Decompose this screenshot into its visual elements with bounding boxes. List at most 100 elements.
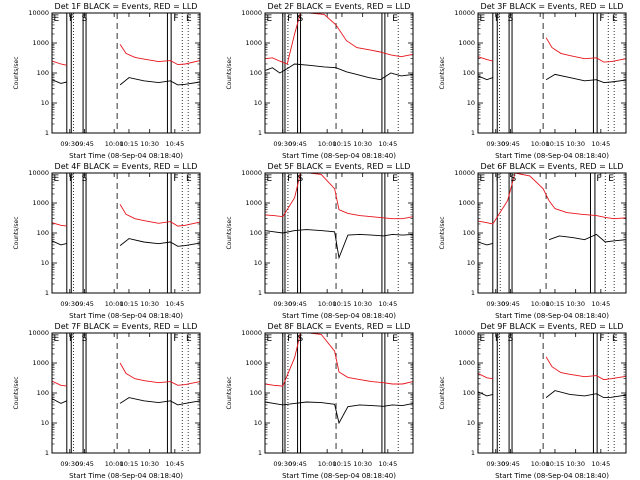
x-tick-label: 10:45 xyxy=(378,300,397,308)
chart-svg: Det 4F BLACK = Events, RED = LLD Counts/s… xyxy=(13,162,201,320)
chart-title: Det 4F BLACK = Events, RED = LLD xyxy=(55,162,198,171)
y-tick-label: 1000 xyxy=(458,359,475,367)
chart-title: Det 1F BLACK = Events, RED = LLD xyxy=(55,2,198,11)
y-tick-label: 10000 xyxy=(241,169,262,177)
event-marker-label: S xyxy=(508,14,514,24)
y-tick-label: 1000 xyxy=(32,359,49,367)
series-line-lld xyxy=(477,37,627,63)
x-tick-label: 09:30 xyxy=(273,460,292,468)
x-tick-label: 10:00 xyxy=(531,140,550,148)
y-tick-label: 1 xyxy=(258,449,262,457)
y-tick-label: 10000 xyxy=(241,329,262,337)
y-tick-label: 10000 xyxy=(28,329,49,337)
x-tick-label: 10:45 xyxy=(165,300,184,308)
event-marker-label: F xyxy=(496,174,501,184)
x-tick-label: 09:45 xyxy=(75,140,94,148)
series-line-lld xyxy=(51,362,201,387)
x-tick-label: 09:30 xyxy=(60,140,79,148)
event-marker-label: F xyxy=(599,14,604,24)
chart-svg: Det 2F BLACK = Events, RED = LLD Counts/s… xyxy=(226,2,414,160)
event-marker-label: E xyxy=(612,334,618,344)
plot-frame xyxy=(477,332,627,454)
x-tick-label: 10:15 xyxy=(333,300,352,308)
x-tick-label: 10:00 xyxy=(318,140,337,148)
y-axis-label: Counts/sec xyxy=(13,216,20,249)
event-marker-label: F xyxy=(287,334,292,344)
chart-title: Det 5F BLACK = Events, RED = LLD xyxy=(268,162,411,171)
event-marker-label: E xyxy=(186,334,192,344)
y-tick-label: 10 xyxy=(254,259,262,267)
x-axis-label: Start Time (08-Sep-04 08:18:40) xyxy=(282,152,396,160)
y-tick-label: 10 xyxy=(254,99,262,107)
event-marker-label: F xyxy=(596,174,601,184)
event-marker-label: S xyxy=(298,174,304,184)
event-marker-label: E xyxy=(392,14,398,24)
y-tick-label: 1000 xyxy=(458,199,475,207)
x-tick-label: 09:45 xyxy=(288,300,307,308)
x-tick-label: 09:45 xyxy=(288,460,307,468)
event-marker-label: S xyxy=(511,174,517,184)
event-marker-label: E xyxy=(608,174,614,184)
event-marker-label: E xyxy=(266,334,272,344)
y-tick-label: 1 xyxy=(45,129,49,137)
series-line-lld xyxy=(51,204,201,227)
y-tick-label: 10 xyxy=(41,419,49,427)
series-line-lld xyxy=(264,172,414,220)
x-tick-label: 10:15 xyxy=(120,460,139,468)
x-tick-label: 10:00 xyxy=(531,300,550,308)
event-marker-label: F xyxy=(287,14,292,24)
event-marker-label: S xyxy=(82,174,88,184)
y-axis-label: Counts/sec xyxy=(439,376,446,409)
x-tick-label: 10:30 xyxy=(353,140,372,148)
event-marker-label: E xyxy=(186,14,192,24)
x-tick-label: 10:30 xyxy=(140,460,159,468)
y-tick-label: 1 xyxy=(45,289,49,297)
y-tick-label: 1 xyxy=(471,289,475,297)
y-tick-label: 1000 xyxy=(32,39,49,47)
x-tick-label: 10:15 xyxy=(120,140,139,148)
y-tick-label: 100 xyxy=(463,69,475,77)
x-tick-label: 10:45 xyxy=(165,140,184,148)
x-tick-label: 10:15 xyxy=(120,300,139,308)
x-tick-label: 10:00 xyxy=(318,460,337,468)
chart-svg: Det 5F BLACK = Events, RED = LLD Counts/s… xyxy=(226,162,414,320)
x-tick-label: 10:30 xyxy=(566,300,585,308)
y-tick-label: 10000 xyxy=(28,9,49,17)
y-tick-label: 100 xyxy=(37,69,49,77)
x-tick-label: 09:45 xyxy=(75,460,94,468)
x-tick-label: 09:45 xyxy=(75,300,94,308)
detector-panel-1: Det 1F BLACK = Events, RED = LLD Counts/s… xyxy=(0,0,213,160)
y-tick-label: 1 xyxy=(45,449,49,457)
x-tick-label: 09:30 xyxy=(486,460,505,468)
event-marker-label: E xyxy=(612,14,618,24)
x-tick-label: 09:30 xyxy=(273,300,292,308)
y-axis-label: Counts/sec xyxy=(439,216,446,249)
x-tick-label: 10:15 xyxy=(546,460,565,468)
chart-svg: Det 6F BLACK = Events, RED = LLD Counts/s… xyxy=(439,162,627,320)
series-line-events xyxy=(264,63,414,81)
y-axis-label: Counts/sec xyxy=(13,56,20,89)
y-tick-label: 100 xyxy=(250,389,262,397)
y-tick-label: 10 xyxy=(254,419,262,427)
y-tick-label: 1000 xyxy=(245,359,262,367)
x-tick-label: 10:00 xyxy=(105,300,124,308)
x-tick-label: 10:30 xyxy=(140,300,159,308)
y-tick-label: 100 xyxy=(250,69,262,77)
y-tick-label: 1 xyxy=(258,289,262,297)
y-tick-label: 1000 xyxy=(245,199,262,207)
detector-panel-2: Det 2F BLACK = Events, RED = LLD Counts/s… xyxy=(213,0,426,160)
x-axis-label: Start Time (08-Sep-04 08:18:40) xyxy=(495,472,609,480)
series-line-lld xyxy=(264,12,414,65)
x-tick-label: 10:00 xyxy=(318,300,337,308)
series-line-events xyxy=(264,229,414,260)
y-tick-label: 10 xyxy=(467,259,475,267)
chart-svg: Det 3F BLACK = Events, RED = LLD Counts/s… xyxy=(439,2,627,160)
chart-svg: Det 1F BLACK = Events, RED = LLD Counts/s… xyxy=(13,2,201,160)
detector-panel-3: Det 3F BLACK = Events, RED = LLD Counts/s… xyxy=(426,0,639,160)
x-tick-label: 10:15 xyxy=(546,300,565,308)
chart-title: Det 2F BLACK = Events, RED = LLD xyxy=(268,2,411,11)
x-tick-label: 10:15 xyxy=(546,140,565,148)
y-tick-label: 1000 xyxy=(458,39,475,47)
event-marker-label: E xyxy=(186,174,192,184)
